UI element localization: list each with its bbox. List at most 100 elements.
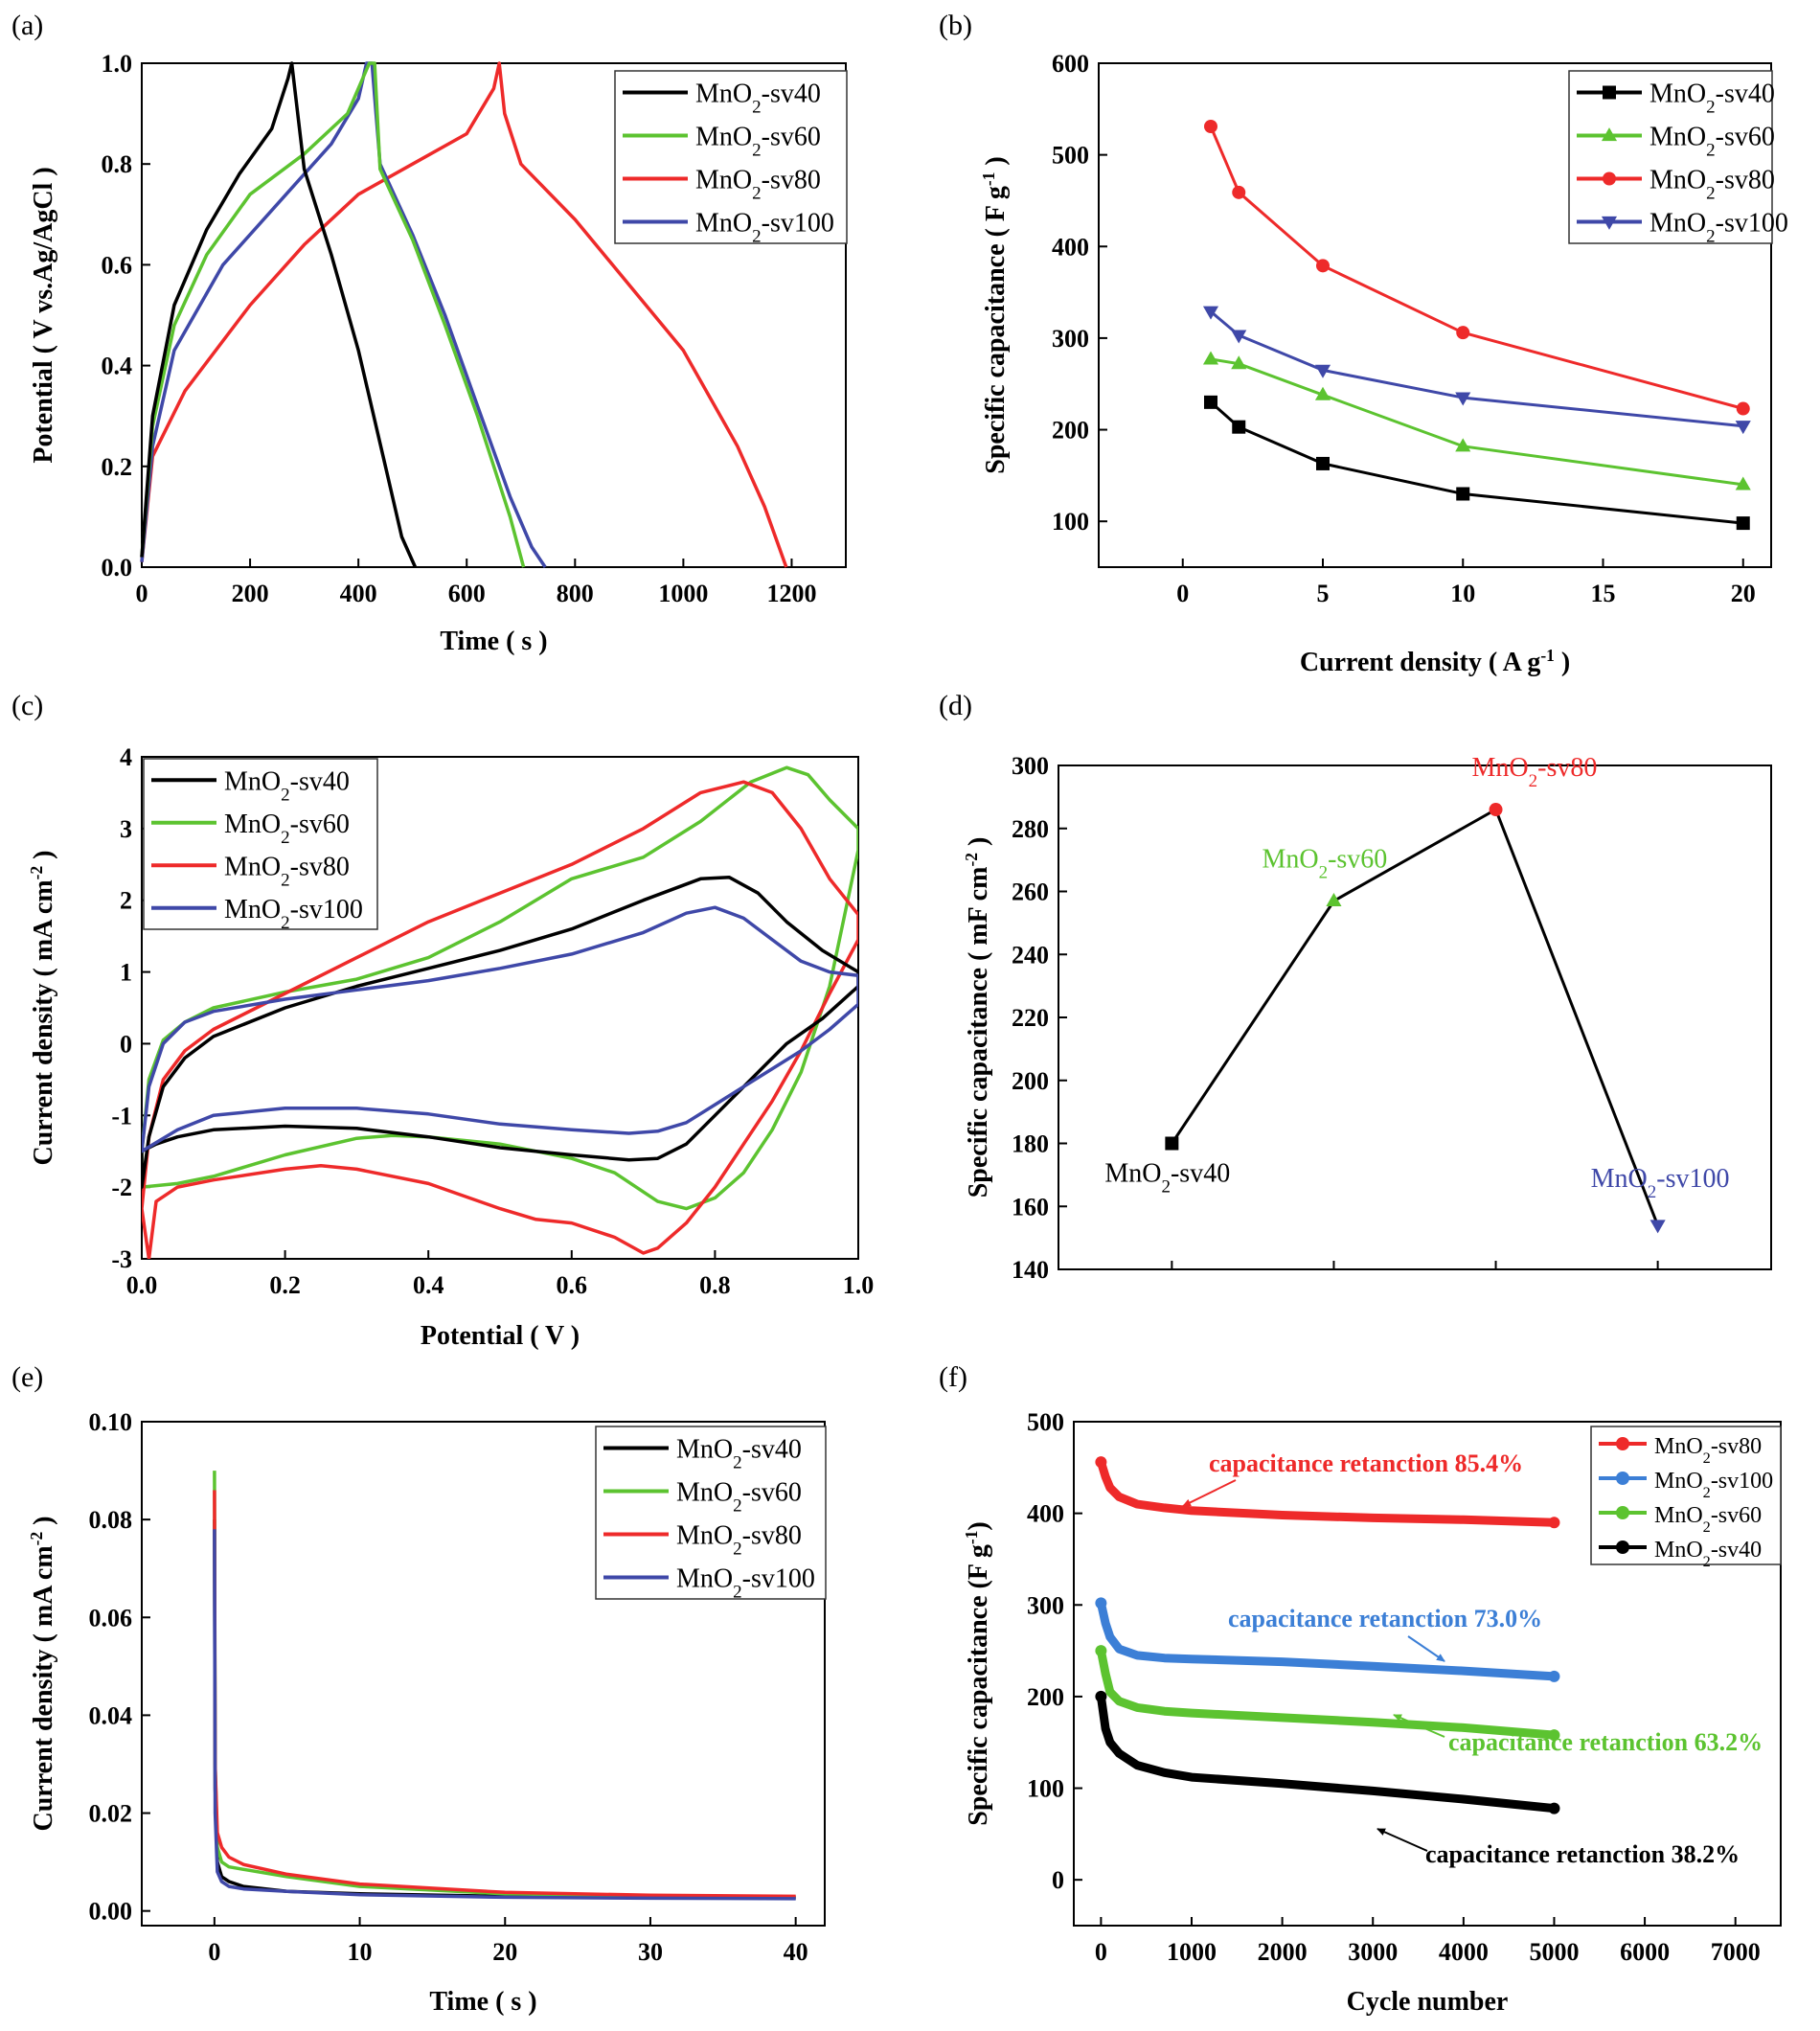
cv-curves <box>142 765 858 1259</box>
series-loop-MnO2-sv100 <box>142 905 858 1153</box>
point-annotation: MnO2-sv40 <box>1104 1159 1230 1198</box>
x-tick-label: 400 <box>340 580 377 607</box>
y-axis-label: Specific capacitance (F g-1) <box>962 1521 993 1826</box>
plot-frame <box>141 756 859 1260</box>
x-tick-label: 1000 <box>1167 1938 1217 1966</box>
x-tick-label: 2000 <box>1258 1938 1308 1966</box>
annotation-arrow <box>1407 1635 1445 1662</box>
x-tick-label: 1000 <box>658 580 708 607</box>
legend-entry: MnO2-sv100 <box>224 895 363 933</box>
panel-label: (c) <box>11 690 43 721</box>
y-tick-label: 0.8 <box>102 150 133 178</box>
series-line-MnO2-sv80 <box>140 61 788 568</box>
y-tick-label: 0.04 <box>89 1701 133 1729</box>
panel-a: 0 200 400 600 800 1000 1200 0.0 0.2 0.4 0.6 0.8 1.0 (… <box>11 10 848 656</box>
series-line <box>1171 807 1659 1226</box>
annotation-text: capacitance retanction 63.2% <box>1448 1728 1763 1756</box>
data-point <box>1204 395 1217 409</box>
y-tick-label: 300 <box>1012 752 1049 780</box>
y-tick-label: 0 <box>120 1030 132 1058</box>
legend-entry: MnO2-sv60 <box>1649 123 1775 161</box>
series-line-MnO2-sv40 <box>140 61 418 568</box>
x-tick-label: 0 <box>1095 1938 1107 1966</box>
legend-marker <box>1616 1472 1629 1485</box>
y-tick-label: 280 <box>1012 815 1049 843</box>
legend-entry: MnO2-sv100 <box>676 1564 815 1603</box>
x-tick-label: 20 <box>1731 580 1756 607</box>
panel-label: (e) <box>11 1361 43 1393</box>
plot-frame <box>1098 62 1772 568</box>
x-tick-label: 10 <box>348 1938 373 1966</box>
legend-entry: MnO2-sv80 <box>224 852 350 890</box>
y-tick-label: 200 <box>1052 417 1089 445</box>
annotation-arrow <box>1182 1479 1237 1507</box>
data-point <box>1456 487 1470 501</box>
y-tick-label: 0.6 <box>102 251 133 279</box>
y-tick-label: 260 <box>1012 879 1049 906</box>
y-tick-label: 0.06 <box>89 1604 133 1632</box>
data-point <box>1231 330 1247 344</box>
y-tick-label: -2 <box>111 1174 132 1201</box>
panel-b: 0 5 10 15 20 100 200 300 400 500 600 (b) Current den… <box>939 10 1788 677</box>
y-tick-label: 4 <box>120 743 132 771</box>
legend-entry: MnO2-sv80 <box>1654 1434 1762 1467</box>
x-axis-label: Time ( s ) <box>440 627 547 656</box>
y-tick-label: 200 <box>1027 1683 1064 1711</box>
y-tick-label: 400 <box>1052 233 1089 261</box>
panel-label: (b) <box>939 10 972 41</box>
y-tick-label: 1 <box>120 959 132 987</box>
y-tick-label: 300 <box>1052 325 1089 353</box>
y-axis-label: Current density ( mA cm-2 ) <box>27 1517 58 1832</box>
y-tick-label: 500 <box>1052 142 1089 170</box>
legend-box <box>595 1426 827 1600</box>
data-point <box>1165 1136 1179 1151</box>
legend-entry: MnO2-sv100 <box>695 209 834 247</box>
x-tick-label: 0.8 <box>699 1271 731 1299</box>
legend-entry: MnO2-sv80 <box>676 1521 802 1560</box>
y-tick-label: 500 <box>1027 1408 1064 1436</box>
series-loop-MnO2-sv60 <box>142 765 858 1211</box>
x-tick-label: 15 <box>1591 580 1616 607</box>
data-point <box>1456 326 1470 340</box>
x-tick-label: 200 <box>232 580 269 607</box>
y-tick-label: -3 <box>111 1245 132 1273</box>
legend-marker <box>1616 1437 1629 1450</box>
data-point <box>1736 516 1750 531</box>
y-tick-label: 400 <box>1027 1500 1064 1528</box>
data-point <box>1202 351 1219 365</box>
x-tick-label: 0 <box>208 1938 220 1966</box>
y-tick-label: 0.02 <box>89 1800 133 1828</box>
x-tick-label: 3000 <box>1348 1938 1398 1966</box>
plot-frame <box>141 62 847 568</box>
y-tick-label: 220 <box>1012 1004 1049 1032</box>
data-point <box>1326 892 1342 906</box>
data-point <box>1649 1220 1666 1234</box>
x-tick-label: 7000 <box>1711 1938 1761 1966</box>
legend-marker <box>1616 1540 1629 1554</box>
legend-marker <box>1616 1506 1629 1519</box>
y-tick-label: 1.0 <box>102 50 133 78</box>
point-annotation: MnO2-sv60 <box>1262 844 1387 882</box>
legend-entry: MnO2-sv100 <box>1649 209 1788 247</box>
data-point <box>1314 364 1331 378</box>
y-tick-label: 140 <box>1012 1256 1049 1284</box>
y-axis-label: Potential ( V vs.Ag/AgCl ) <box>29 167 58 463</box>
legend-entry: MnO2-sv40 <box>1654 1538 1762 1570</box>
x-tick-label: 5000 <box>1529 1938 1579 1966</box>
y-tick-label: 100 <box>1027 1775 1064 1803</box>
series-line-MnO2-sv60 <box>1210 357 1744 487</box>
x-tick-label: 1200 <box>766 580 816 607</box>
point-annotation: MnO2-sv100 <box>1591 1164 1730 1202</box>
data-point <box>1548 1517 1560 1529</box>
x-tick-label: 0 <box>1176 580 1189 607</box>
y-tick-label: 0.0 <box>102 554 133 582</box>
x-tick-label: 1.0 <box>843 1271 875 1299</box>
data-point <box>1735 421 1751 435</box>
legend-entry: MnO2-sv80 <box>695 166 821 204</box>
legend-marker <box>1603 171 1616 186</box>
data-point <box>1232 185 1246 199</box>
data-point <box>1095 1690 1107 1702</box>
legend-entry: MnO2-sv60 <box>676 1478 802 1517</box>
data-point <box>1095 1645 1107 1657</box>
